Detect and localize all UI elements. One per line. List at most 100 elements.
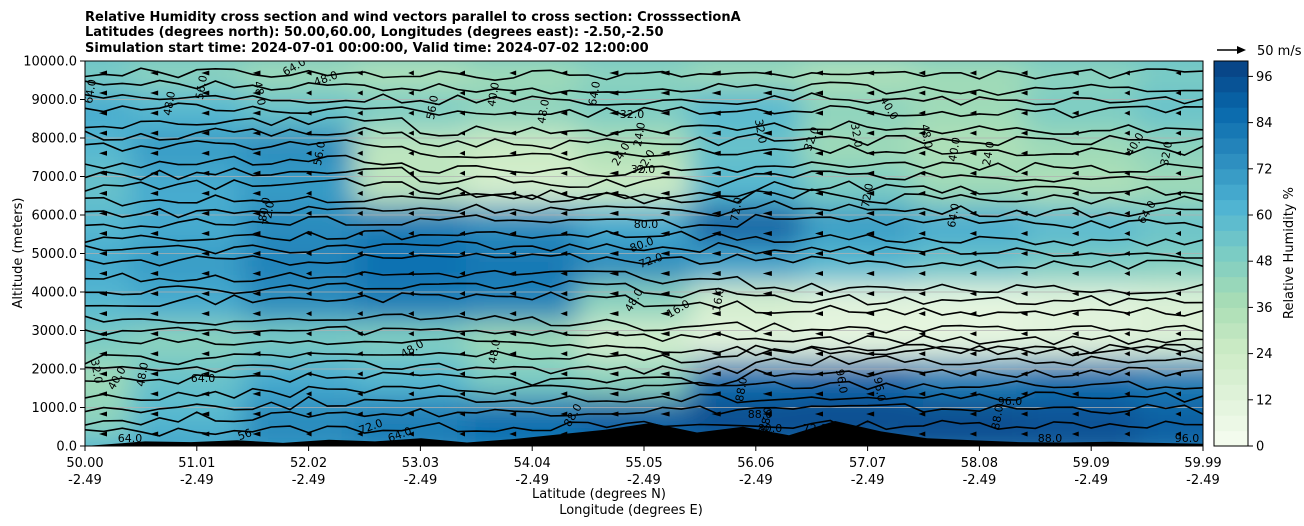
wind-arrow: [305, 230, 312, 236]
colorbar-band: [1214, 369, 1248, 385]
wind-arrow: [357, 251, 363, 256]
wind-arrow: [609, 70, 619, 76]
wind-arrow: [969, 251, 977, 256]
wind-arrow: [357, 70, 363, 76]
wind-arrow: [357, 411, 363, 417]
x-tick-label-lat: 52.02: [290, 456, 327, 471]
wind-arrow: [560, 210, 568, 216]
colorbar-band: [1214, 107, 1248, 124]
wind-arrow: [1124, 150, 1130, 156]
wind-arrow: [969, 291, 977, 297]
wind-arrow: [918, 170, 926, 176]
wind-arrow: [252, 70, 261, 76]
wind-arrow: [1071, 190, 1079, 196]
wind-arrow: [969, 371, 977, 377]
contour-label: 48.0: [134, 361, 151, 387]
colorbar-tick-label: 12: [1256, 393, 1273, 408]
wind-arrow: [660, 391, 670, 397]
wind-arrow: [1071, 391, 1079, 397]
chart-title-line-1: Relative Humidity cross section and wind…: [85, 10, 741, 25]
y-tick-label: 0.0: [56, 440, 77, 455]
y-tick-label: 8000.0: [32, 132, 78, 147]
wind-arrow: [660, 130, 670, 136]
wind-arrow: [1124, 130, 1130, 136]
colorbar-band: [1214, 353, 1248, 370]
wind-arrow: [357, 150, 363, 156]
wind-arrow: [969, 431, 977, 437]
wind-arrow: [815, 110, 823, 116]
wind-arrow: [99, 90, 107, 96]
wind-arrow: [509, 271, 517, 277]
wind-arrow: [1175, 291, 1181, 297]
wind-arrow: [762, 130, 772, 136]
wind-arrow: [1071, 251, 1079, 256]
wind-arrow: [866, 150, 875, 156]
wind-arrow: [660, 170, 670, 176]
wind-arrow: [711, 271, 721, 277]
wind-arrow: [150, 431, 159, 437]
wind-arrow: [918, 291, 926, 297]
contour-line: [85, 79, 1203, 96]
wind-arrow: [1124, 411, 1130, 417]
wind-arrow: [357, 230, 363, 236]
wind-arrow: [918, 130, 926, 136]
wind-arrow: [459, 150, 465, 156]
wind-arrow: [305, 90, 312, 96]
wind-arrow: [560, 230, 568, 236]
wind-arrow: [918, 190, 926, 196]
wind-arrow: [459, 70, 465, 76]
wind-arrow: [252, 130, 261, 136]
wind-arrow: [1071, 170, 1079, 176]
wind-arrow: [1020, 130, 1028, 136]
wind-arrow: [711, 190, 721, 196]
wind-arrow: [408, 411, 414, 417]
wind-arrow: [357, 371, 363, 377]
x-axis-label-2: Longitude (degrees E): [559, 503, 703, 518]
wind-arrow: [711, 90, 721, 96]
wind-arrow: [99, 230, 107, 236]
x-tick-label-lat: 58.08: [961, 456, 998, 471]
wind-arrow: [201, 251, 210, 256]
contour-label: 64.0: [191, 372, 216, 385]
wind-arrow: [99, 391, 107, 397]
x-tick-label-lon: -2.49: [68, 473, 102, 488]
wind-arrow: [509, 431, 517, 437]
wind-arrow: [560, 251, 568, 256]
wind-arrow: [459, 391, 465, 397]
colorbar-band: [1214, 307, 1248, 324]
x-tick-label-lat: 50.00: [66, 456, 103, 471]
wind-arrow: [459, 90, 465, 96]
wind-arrow: [762, 271, 772, 277]
wind-arrow: [509, 351, 517, 357]
wind-arrow: [305, 130, 312, 136]
wind-arrow: [711, 130, 721, 136]
wind-arrow: [1124, 251, 1130, 256]
wind-arrow: [969, 70, 977, 76]
wind-arrow: [660, 90, 670, 96]
wind-arrow: [1071, 331, 1079, 337]
wind-arrow: [660, 251, 670, 256]
wind-arrow: [1124, 271, 1130, 277]
wind-arrow: [762, 90, 772, 96]
wind-arrow: [660, 70, 670, 76]
contour-line: [85, 252, 1203, 270]
colorbar-band: [1214, 138, 1248, 154]
x-tick-label-lon: -2.49: [180, 473, 214, 488]
x-tick-label-lon: -2.49: [404, 473, 438, 488]
wind-arrow: [815, 311, 823, 317]
wind-arrow: [1124, 110, 1130, 116]
wind-arrow: [509, 291, 517, 297]
wind-arrow: [711, 210, 721, 216]
wind-arrow: [609, 150, 619, 156]
wind-arrow: [1020, 391, 1028, 397]
wind-arrow: [560, 331, 568, 337]
wind-arrow: [711, 411, 721, 417]
wind-arrow: [305, 411, 312, 417]
wind-arrow: [969, 391, 977, 397]
wind-arrow: [201, 291, 210, 297]
contour-line: [85, 354, 1203, 375]
contour-label: 16.0: [710, 286, 727, 312]
wind-arrow: [99, 170, 107, 176]
wind-arrow: [509, 371, 517, 377]
wind-arrow: [408, 251, 414, 256]
